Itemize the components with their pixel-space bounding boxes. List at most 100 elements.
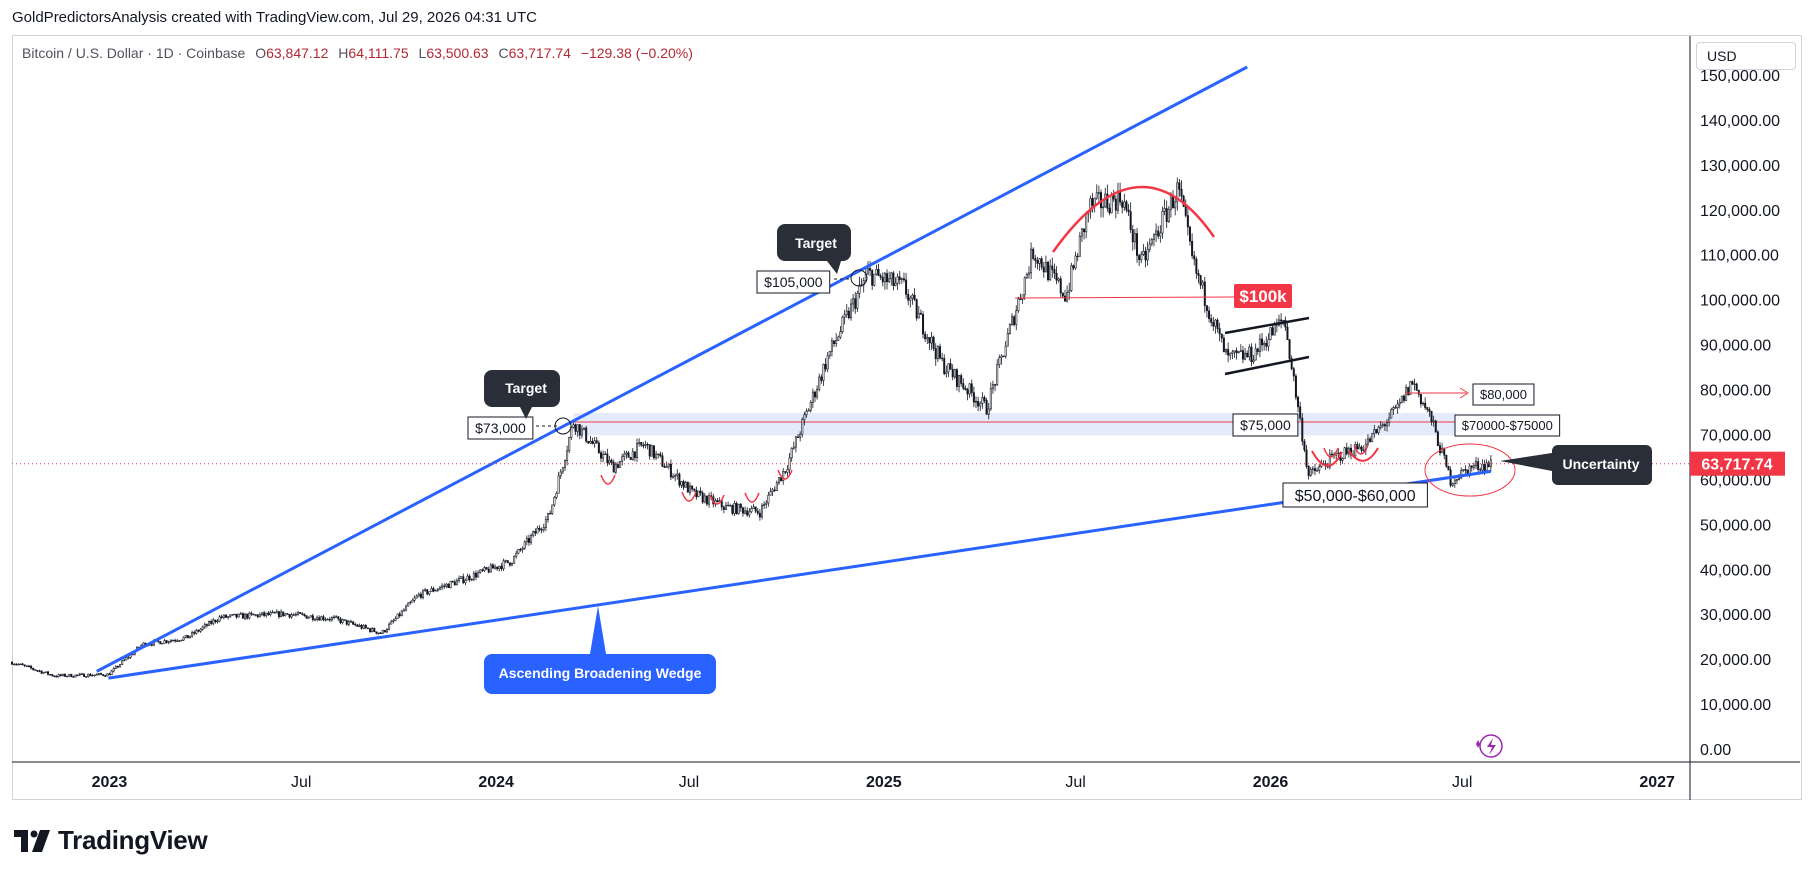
- candle-body: [987, 408, 990, 415]
- candle-body: [824, 364, 827, 370]
- candle-body: [479, 569, 482, 574]
- candle-body: [83, 673, 86, 678]
- target-circle-2: [850, 269, 868, 287]
- candle-body: [1216, 319, 1219, 329]
- candle-body: [269, 612, 272, 616]
- candle-body: [741, 507, 744, 514]
- tradingview-logo[interactable]: TradingView: [14, 825, 208, 856]
- price-tick-label: 80,000.00: [1700, 383, 1771, 400]
- high-label: H: [338, 45, 349, 61]
- candle-body: [748, 511, 751, 516]
- candle-body: [66, 675, 69, 678]
- candle-body: [112, 668, 115, 672]
- candle-body: [102, 674, 105, 676]
- candle-body: [74, 674, 77, 678]
- candle-body: [49, 674, 52, 676]
- candle-body: [1038, 258, 1041, 264]
- candle-body: [875, 268, 878, 275]
- candle-body: [1390, 409, 1393, 419]
- candle-body: [224, 614, 227, 618]
- candle-body: [627, 452, 630, 458]
- candle-body: [591, 440, 594, 444]
- candle-body: [561, 467, 564, 473]
- candle-body: [527, 537, 530, 543]
- candle-body: [1303, 440, 1306, 451]
- bottom-cup-mark: [1323, 447, 1339, 458]
- arrow-80k-head: [1459, 387, 1469, 399]
- candle-body: [1146, 248, 1149, 261]
- candle-body: [53, 675, 56, 677]
- candle-body: [1288, 339, 1291, 359]
- candle-body: [311, 615, 314, 620]
- candle-body: [316, 617, 319, 620]
- candle-body: [462, 576, 465, 584]
- candle-body: [63, 673, 66, 677]
- candle-body: [888, 278, 891, 283]
- candle-body: [299, 612, 302, 614]
- candle-body: [356, 624, 359, 627]
- candle-body: [142, 642, 145, 646]
- candle-body: [1481, 463, 1484, 471]
- candle-body: [646, 443, 649, 446]
- candle-body: [199, 628, 202, 632]
- candle-body: [1053, 269, 1056, 274]
- candle-body: [1123, 201, 1126, 208]
- candle-body: [1254, 348, 1257, 361]
- candle-body: [294, 614, 297, 616]
- candle-body: [1172, 195, 1175, 209]
- candle-body: [388, 623, 391, 630]
- wedge-lower-trendline[interactable]: [108, 469, 1492, 680]
- candle-body: [394, 618, 397, 621]
- price-tick-label: 10,000.00: [1700, 697, 1771, 714]
- candle-body: [1299, 406, 1302, 419]
- candle-body: [883, 273, 886, 283]
- candle-body: [638, 441, 641, 444]
- candle-body: [597, 442, 600, 453]
- candle-body: [515, 552, 518, 557]
- candle-body: [61, 673, 64, 676]
- candle-body: [1256, 348, 1259, 352]
- wedge-upper-trendline[interactable]: [96, 65, 1248, 673]
- candle-body: [229, 614, 232, 617]
- candle-body: [184, 635, 187, 638]
- candle-body: [78, 673, 81, 676]
- candle-body: [553, 496, 556, 506]
- candle-body: [1006, 333, 1009, 347]
- currency-selector[interactable]: USD: [1696, 42, 1796, 70]
- candle-body: [530, 535, 533, 543]
- candle-body: [866, 268, 869, 275]
- replay-lightning-icon[interactable]: [1479, 734, 1503, 758]
- candle-body: [847, 310, 850, 319]
- candle-body: [913, 294, 916, 300]
- candle-body: [898, 276, 901, 280]
- candle-body: [413, 597, 416, 601]
- double-bottom-cup-1: [1311, 450, 1343, 467]
- candle-body: [233, 613, 236, 616]
- candle-body: [390, 621, 393, 625]
- symbol-legend[interactable]: Bitcoin / U.S. Dollar · 1D · Coinbase O6…: [22, 45, 693, 61]
- candle-body: [699, 490, 702, 494]
- candle-body: [449, 580, 452, 589]
- candle-body: [758, 512, 761, 518]
- candle-body: [1161, 211, 1164, 234]
- candle-body: [481, 569, 484, 571]
- candle-body: [1464, 469, 1467, 471]
- candle-body: [771, 489, 774, 492]
- time-tick-label: Jul: [291, 774, 311, 791]
- candle-body: [1104, 193, 1107, 208]
- candle-body: [773, 489, 776, 491]
- candle-body: [994, 384, 997, 386]
- candle-body: [1479, 469, 1482, 471]
- candle-body: [644, 443, 647, 446]
- candle-body: [1095, 192, 1098, 199]
- candle-body: [739, 503, 742, 509]
- candle-body: [678, 473, 681, 486]
- candle-body: [765, 502, 768, 505]
- candle-body: [1280, 319, 1283, 322]
- candle-body: [38, 670, 41, 672]
- candle-body: [508, 562, 511, 566]
- candle-body: [905, 279, 908, 295]
- candle-body: [731, 505, 734, 514]
- candle-body: [25, 665, 28, 667]
